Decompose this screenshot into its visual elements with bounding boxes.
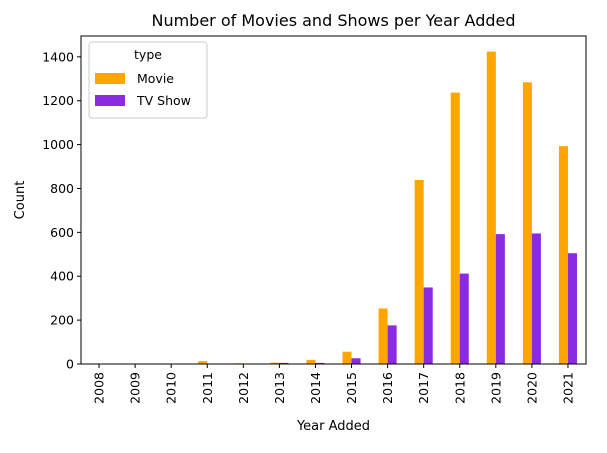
x-axis: 2008 2009 2010 2011 2012 2013 2014 2015 2016 2017… xyxy=(92,364,575,404)
x-tick-label: 2013 xyxy=(272,372,287,404)
bar-movie-2017 xyxy=(414,179,424,364)
plot-frame xyxy=(80,35,587,365)
x-tick-label: 2016 xyxy=(380,372,395,404)
legend-swatch-tv-show xyxy=(95,95,125,106)
bar-movie-2016 xyxy=(378,308,388,364)
x-tick-label: 2012 xyxy=(236,372,251,404)
bar-tv-show-2014 xyxy=(315,362,325,364)
y-tick-label: 0 xyxy=(66,357,74,372)
x-tick-label: 2018 xyxy=(452,372,467,404)
y-axis-label: Count xyxy=(13,181,28,220)
legend: type Movie TV Show xyxy=(88,41,208,119)
bars-group xyxy=(90,51,577,365)
y-axis: 0 200 400 600 800 1000 1200 1400 xyxy=(42,49,81,372)
bar-movie-2011 xyxy=(198,361,208,364)
legend-title: type xyxy=(134,47,162,62)
bar-tv-show-2015 xyxy=(351,358,361,364)
x-tick-label: 2008 xyxy=(92,372,107,404)
bar-movie-2015 xyxy=(342,351,352,364)
bar-movie-2018 xyxy=(450,92,460,365)
bar-movie-2013 xyxy=(270,362,280,364)
bar-movie-2019 xyxy=(486,51,496,364)
x-tick-label: 2010 xyxy=(164,372,179,404)
bar-tv-show-2020 xyxy=(531,233,541,364)
chart-title: Number of Movies and Shows per Year Adde… xyxy=(151,11,515,30)
x-tick-label: 2009 xyxy=(128,372,143,404)
bar-movie-2014 xyxy=(306,359,316,364)
y-tick-label: 800 xyxy=(50,181,74,196)
bar-tv-show-2021 xyxy=(567,253,577,364)
x-tick-label: 2019 xyxy=(488,372,503,404)
bar-movie-2020 xyxy=(522,82,532,365)
bar-tv-show-2017 xyxy=(423,287,433,364)
x-tick-label: 2011 xyxy=(200,372,215,404)
x-tick-label: 2014 xyxy=(308,372,323,404)
y-tick-label: 1200 xyxy=(42,93,74,108)
x-tick-label: 2021 xyxy=(560,372,575,404)
x-axis-label: Year Added xyxy=(296,419,370,434)
bar-tv-show-2018 xyxy=(459,273,469,364)
x-tick-label: 2017 xyxy=(416,372,431,404)
bar-movie-2021 xyxy=(558,146,568,364)
legend-label-tv-show: TV Show xyxy=(136,93,191,108)
y-tick-label: 1400 xyxy=(42,49,74,64)
bar-tv-show-2019 xyxy=(495,234,505,364)
legend-swatch-movie xyxy=(95,73,125,84)
bar-tv-show-2016 xyxy=(387,325,397,364)
bar-tv-show-2013 xyxy=(279,362,289,364)
x-tick-label: 2015 xyxy=(344,372,359,404)
y-tick-label: 1000 xyxy=(42,137,74,152)
y-tick-label: 200 xyxy=(50,313,74,328)
y-tick-label: 600 xyxy=(50,225,74,240)
y-tick-label: 400 xyxy=(50,269,74,284)
legend-label-movie: Movie xyxy=(137,71,174,86)
x-tick-label: 2020 xyxy=(524,372,539,404)
